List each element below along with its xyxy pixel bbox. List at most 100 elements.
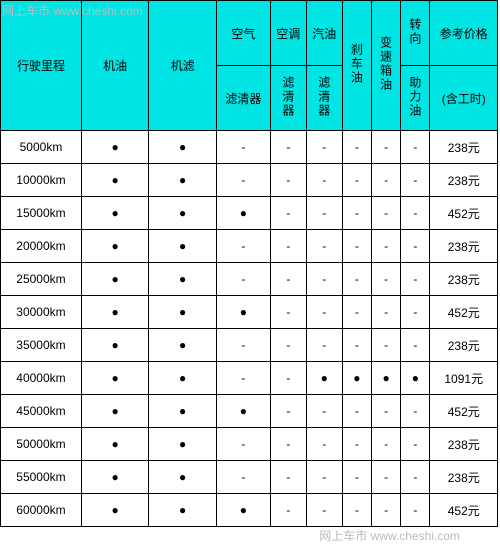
cell-price: 238元 bbox=[430, 329, 498, 362]
cell-mileage: 60000km bbox=[1, 494, 82, 527]
cell-gas: - bbox=[306, 263, 342, 296]
cell-brake: - bbox=[342, 131, 371, 164]
cell-trans: - bbox=[372, 395, 401, 428]
cell-steer: - bbox=[401, 494, 430, 527]
cell-gas: - bbox=[306, 428, 342, 461]
cell-filter: ● bbox=[149, 461, 216, 494]
cell-oil: ● bbox=[81, 428, 148, 461]
cell-ac: - bbox=[270, 164, 306, 197]
cell-ac: - bbox=[270, 494, 306, 527]
cell-trans: - bbox=[372, 494, 401, 527]
cell-gas: - bbox=[306, 494, 342, 527]
cell-oil: ● bbox=[81, 494, 148, 527]
cell-filter: ● bbox=[149, 329, 216, 362]
cell-price: 238元 bbox=[430, 461, 498, 494]
cell-air: - bbox=[216, 362, 270, 395]
cell-air: - bbox=[216, 428, 270, 461]
table-row: 55000km●●------238元 bbox=[1, 461, 498, 494]
cell-ac: - bbox=[270, 197, 306, 230]
cell-brake: - bbox=[342, 428, 371, 461]
cell-mileage: 45000km bbox=[1, 395, 82, 428]
cell-gas: - bbox=[306, 329, 342, 362]
cell-gas: - bbox=[306, 461, 342, 494]
cell-steer: - bbox=[401, 131, 430, 164]
cell-brake: - bbox=[342, 494, 371, 527]
cell-filter: ● bbox=[149, 362, 216, 395]
cell-filter: ● bbox=[149, 230, 216, 263]
cell-trans: - bbox=[372, 230, 401, 263]
cell-oil: ● bbox=[81, 296, 148, 329]
header-oil-filter: 机滤 bbox=[149, 1, 216, 131]
cell-brake: - bbox=[342, 461, 371, 494]
cell-mileage: 25000km bbox=[1, 263, 82, 296]
table-row: 5000km●●------238元 bbox=[1, 131, 498, 164]
cell-steer: - bbox=[401, 428, 430, 461]
table-row: 45000km●●●-----452元 bbox=[1, 395, 498, 428]
cell-air: ● bbox=[216, 494, 270, 527]
cell-steer: - bbox=[401, 197, 430, 230]
cell-gas: - bbox=[306, 230, 342, 263]
cell-mileage: 30000km bbox=[1, 296, 82, 329]
cell-filter: ● bbox=[149, 428, 216, 461]
header-price-bottom: (含工时) bbox=[430, 66, 498, 131]
cell-price: 452元 bbox=[430, 296, 498, 329]
cell-oil: ● bbox=[81, 362, 148, 395]
header-brake: 刹车油 bbox=[342, 1, 371, 131]
table-header: 行驶里程 机油 机滤 空气 空调 汽油 刹车油 变速箱油 转向 参考价格 滤清器… bbox=[1, 1, 498, 131]
cell-price: 238元 bbox=[430, 131, 498, 164]
table-row: 50000km●●------238元 bbox=[1, 428, 498, 461]
cell-gas: - bbox=[306, 164, 342, 197]
table-row: 30000km●●●-----452元 bbox=[1, 296, 498, 329]
cell-mileage: 20000km bbox=[1, 230, 82, 263]
cell-mileage: 10000km bbox=[1, 164, 82, 197]
cell-gas: - bbox=[306, 296, 342, 329]
cell-air: ● bbox=[216, 197, 270, 230]
cell-mileage: 55000km bbox=[1, 461, 82, 494]
maintenance-table: 行驶里程 机油 机滤 空气 空调 汽油 刹车油 变速箱油 转向 参考价格 滤清器… bbox=[0, 0, 498, 527]
watermark-bottom: 网上车市 www.cheshi.com bbox=[319, 527, 460, 544]
cell-air: - bbox=[216, 164, 270, 197]
cell-ac: - bbox=[270, 131, 306, 164]
cell-mileage: 50000km bbox=[1, 428, 82, 461]
cell-price: 452元 bbox=[430, 494, 498, 527]
cell-ac: - bbox=[270, 362, 306, 395]
header-gas-top: 汽油 bbox=[306, 1, 342, 66]
cell-steer: - bbox=[401, 329, 430, 362]
cell-price: 1091元 bbox=[430, 362, 498, 395]
table-row: 20000km●●------238元 bbox=[1, 230, 498, 263]
cell-air: - bbox=[216, 263, 270, 296]
cell-oil: ● bbox=[81, 461, 148, 494]
cell-filter: ● bbox=[149, 395, 216, 428]
cell-gas: - bbox=[306, 395, 342, 428]
cell-mileage: 40000km bbox=[1, 362, 82, 395]
header-gas-bottom: 滤清器 bbox=[306, 66, 342, 131]
cell-mileage: 15000km bbox=[1, 197, 82, 230]
cell-ac: - bbox=[270, 395, 306, 428]
cell-brake: ● bbox=[342, 362, 371, 395]
cell-gas: ● bbox=[306, 362, 342, 395]
table-row: 40000km●●--●●●●1091元 bbox=[1, 362, 498, 395]
cell-mileage: 35000km bbox=[1, 329, 82, 362]
table-row: 15000km●●●-----452元 bbox=[1, 197, 498, 230]
header-ac-top: 空调 bbox=[270, 1, 306, 66]
cell-oil: ● bbox=[81, 329, 148, 362]
cell-price: 238元 bbox=[430, 164, 498, 197]
cell-steer: - bbox=[401, 461, 430, 494]
cell-filter: ● bbox=[149, 164, 216, 197]
cell-brake: - bbox=[342, 329, 371, 362]
cell-gas: - bbox=[306, 197, 342, 230]
cell-oil: ● bbox=[81, 263, 148, 296]
cell-trans: - bbox=[372, 263, 401, 296]
table-row: 35000km●●------238元 bbox=[1, 329, 498, 362]
header-steer-top: 转向 bbox=[401, 1, 430, 66]
cell-steer: - bbox=[401, 263, 430, 296]
cell-oil: ● bbox=[81, 197, 148, 230]
cell-price: 452元 bbox=[430, 395, 498, 428]
header-oil: 机油 bbox=[81, 1, 148, 131]
cell-air: - bbox=[216, 230, 270, 263]
cell-ac: - bbox=[270, 263, 306, 296]
cell-steer: - bbox=[401, 296, 430, 329]
cell-trans: - bbox=[372, 296, 401, 329]
cell-air: ● bbox=[216, 296, 270, 329]
cell-trans: - bbox=[372, 428, 401, 461]
